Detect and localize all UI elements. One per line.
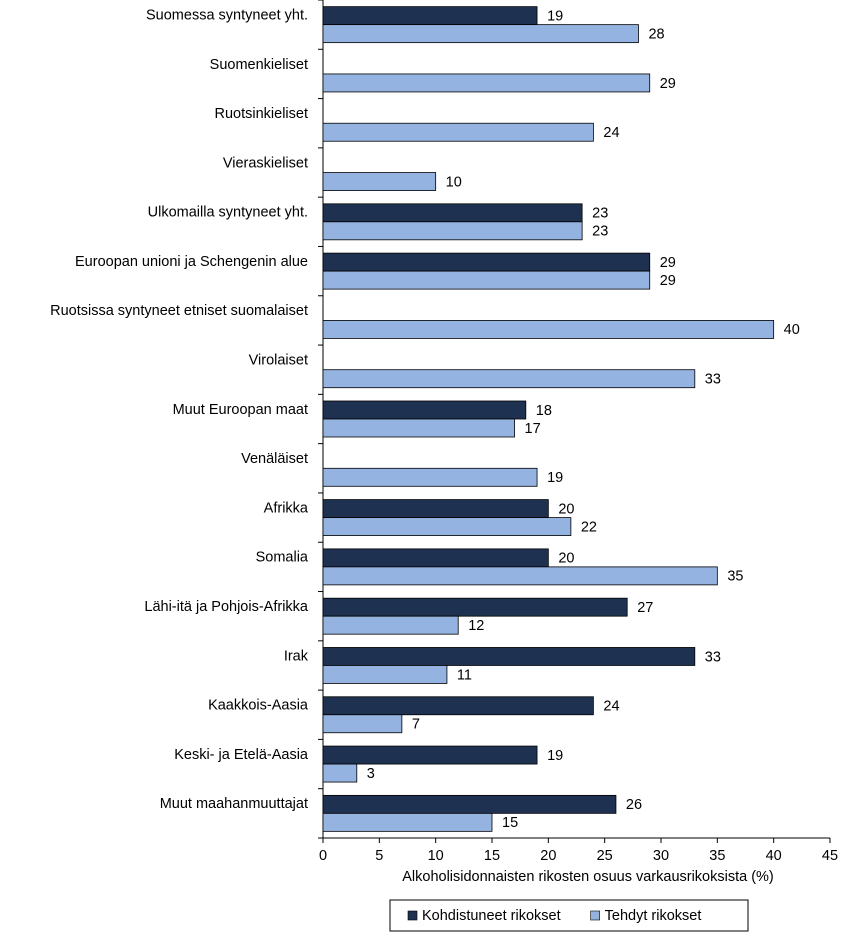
bar — [322, 665, 448, 684]
bar — [322, 548, 549, 568]
value-label: 19 — [547, 470, 563, 486]
category-label: Suomenkieliset — [210, 57, 308, 73]
x-tick-label: 40 — [766, 848, 782, 864]
x-tick-label: 5 — [375, 848, 383, 864]
value-label: 10 — [446, 174, 462, 190]
value-label: 12 — [468, 618, 484, 634]
value-label: 29 — [660, 255, 676, 271]
category-label: Virolaiset — [249, 353, 308, 369]
bar — [322, 615, 459, 635]
bar — [322, 221, 583, 241]
value-label: 7 — [412, 717, 420, 733]
value-label: 18 — [536, 403, 552, 419]
category-label: Ulkomailla syntyneet yht. — [148, 205, 308, 221]
category-label: Ruotsissa syntyneet etniset suomalaiset — [50, 303, 308, 319]
x-tick-label: 30 — [653, 848, 669, 864]
category-label: Suomessa syntyneet yht. — [146, 7, 308, 23]
bar — [322, 320, 775, 339]
legend-swatch — [407, 910, 418, 921]
bar — [322, 517, 572, 536]
bar — [322, 597, 628, 617]
category-label: Ruotsinkieliset — [215, 106, 309, 122]
x-tick-label: 15 — [484, 848, 500, 864]
bar — [322, 418, 515, 438]
category-label: Muut Euroopan maat — [173, 402, 308, 418]
bar — [322, 714, 403, 734]
bar — [322, 499, 549, 518]
bar — [322, 73, 651, 93]
bar — [322, 696, 594, 716]
bar — [322, 566, 718, 586]
bar — [322, 763, 358, 783]
value-label: 17 — [525, 421, 541, 437]
bar — [322, 122, 594, 142]
bar — [322, 203, 583, 223]
x-tick-label: 35 — [709, 848, 725, 864]
bar — [322, 647, 696, 666]
value-label: 33 — [705, 649, 721, 665]
value-label: 27 — [637, 600, 653, 616]
legend-box — [389, 899, 749, 932]
category-label: Euroopan unioni ja Schengenin alue — [75, 254, 308, 270]
bar — [322, 794, 617, 814]
x-tick-label: 45 — [822, 848, 838, 864]
value-label: 20 — [558, 551, 574, 567]
value-label: 23 — [592, 206, 608, 222]
x-tick-label: 0 — [319, 848, 327, 864]
value-label: 23 — [592, 224, 608, 240]
category-label: Venäläiset — [241, 451, 308, 467]
x-tick-label: 20 — [540, 848, 556, 864]
bar — [322, 252, 651, 272]
legend-label: Kohdistuneet rikokset — [422, 908, 561, 924]
value-label: 24 — [603, 125, 619, 141]
category-label: Somalia — [256, 550, 309, 566]
bar — [322, 467, 538, 487]
value-label: 29 — [660, 76, 676, 92]
value-label: 11 — [457, 667, 472, 683]
category-label: Vieraskieliset — [223, 155, 308, 171]
category-label: Kaakkois-Aasia — [208, 698, 309, 714]
value-label: 20 — [558, 501, 574, 517]
bar — [322, 270, 651, 290]
value-label: 35 — [727, 569, 743, 585]
value-label: 26 — [626, 797, 642, 813]
bar — [322, 172, 437, 191]
bar — [322, 24, 639, 44]
value-label: 19 — [547, 748, 563, 764]
legend-swatch — [590, 910, 600, 921]
category-label: Muut maahanmuuttajat — [160, 796, 308, 812]
bar — [322, 369, 696, 389]
value-label: 28 — [648, 26, 664, 42]
value-label: 22 — [581, 519, 597, 535]
x-tick-label: 25 — [597, 848, 613, 864]
category-label: Afrikka — [264, 500, 309, 516]
value-label: 24 — [603, 699, 619, 715]
bar — [322, 400, 527, 420]
bar — [322, 6, 538, 26]
value-label: 29 — [660, 273, 676, 289]
category-label: Keski- ja Etelä-Aasia — [174, 747, 309, 763]
x-axis-title: Alkoholisidonnaisten rikosten osuus vark… — [402, 869, 774, 885]
value-label: 40 — [784, 322, 800, 338]
bar — [322, 812, 493, 832]
value-label: 19 — [547, 8, 563, 24]
x-tick-label: 10 — [428, 848, 444, 864]
value-label: 15 — [502, 815, 518, 831]
value-label: 3 — [367, 766, 375, 782]
category-label: Lähi-itä ja Pohjois-Afrikka — [144, 599, 309, 615]
value-label: 33 — [705, 372, 721, 388]
category-label: Irak — [284, 648, 309, 664]
legend-label: Tehdyt rikokset — [605, 908, 702, 924]
bar — [322, 745, 538, 765]
